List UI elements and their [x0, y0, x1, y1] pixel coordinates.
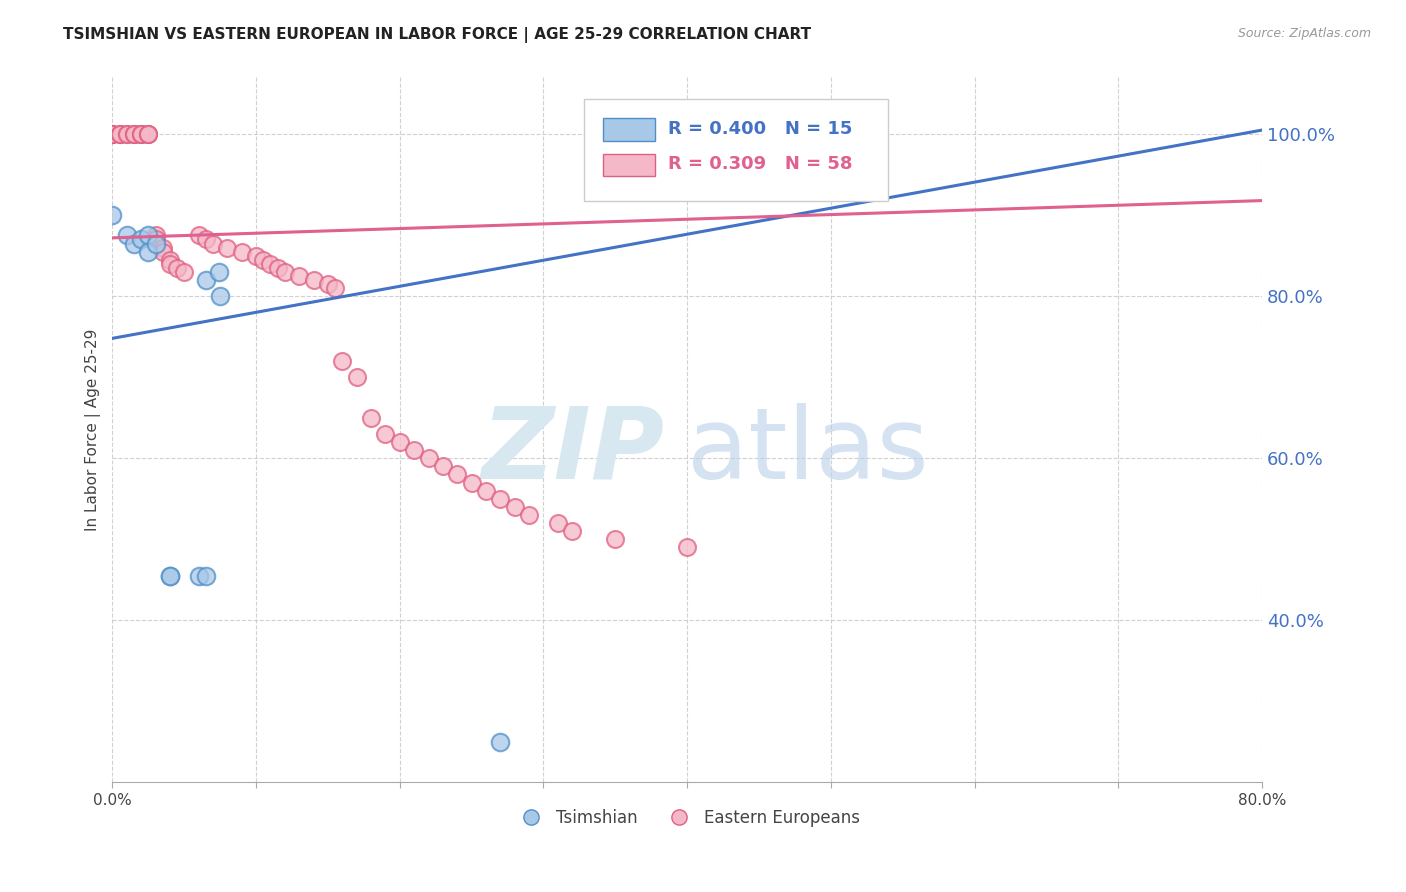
- Point: [489, 735, 512, 749]
- Point: [201, 236, 224, 251]
- Point: [475, 483, 498, 498]
- Point: [209, 289, 232, 303]
- Point: [152, 244, 174, 259]
- Point: [605, 533, 627, 547]
- Point: [547, 516, 569, 530]
- Point: [108, 127, 131, 141]
- Point: [129, 127, 152, 141]
- Point: [503, 500, 526, 514]
- Text: ZIP: ZIP: [481, 402, 664, 500]
- Point: [115, 127, 138, 141]
- Point: [159, 257, 181, 271]
- Point: [208, 265, 231, 279]
- Point: [159, 568, 181, 582]
- Point: [136, 127, 159, 141]
- Point: [129, 127, 152, 141]
- Point: [101, 127, 124, 141]
- Point: [129, 127, 152, 141]
- Point: [517, 508, 540, 522]
- Point: [274, 265, 297, 279]
- Point: [418, 451, 440, 466]
- Point: [129, 232, 152, 246]
- Point: [374, 426, 396, 441]
- Bar: [603, 119, 655, 141]
- Point: [136, 127, 159, 141]
- Point: [122, 236, 145, 251]
- Point: [152, 241, 174, 255]
- Point: [302, 273, 325, 287]
- Y-axis label: In Labor Force | Age 25-29: In Labor Force | Age 25-29: [86, 329, 101, 531]
- Point: [145, 236, 167, 251]
- Point: [101, 208, 124, 222]
- Point: [159, 568, 181, 582]
- Point: [360, 410, 382, 425]
- Point: [404, 443, 426, 458]
- Point: [173, 265, 195, 279]
- Point: [266, 260, 288, 275]
- Point: [446, 467, 468, 482]
- Point: [187, 228, 209, 243]
- Point: [252, 252, 274, 267]
- Point: [122, 127, 145, 141]
- Point: [159, 252, 181, 267]
- Point: [101, 127, 124, 141]
- Point: [194, 232, 217, 246]
- Point: [245, 249, 267, 263]
- Legend: Tsimshian, Eastern Europeans: Tsimshian, Eastern Europeans: [508, 803, 868, 834]
- Point: [288, 268, 311, 283]
- Point: [145, 232, 167, 246]
- Point: [115, 127, 138, 141]
- Text: R = 0.400   N = 15: R = 0.400 N = 15: [668, 120, 852, 138]
- Point: [108, 127, 131, 141]
- Point: [346, 370, 368, 384]
- Point: [194, 568, 217, 582]
- Point: [145, 228, 167, 243]
- Text: Source: ZipAtlas.com: Source: ZipAtlas.com: [1237, 27, 1371, 40]
- Text: R = 0.309   N = 58: R = 0.309 N = 58: [668, 155, 852, 173]
- Point: [136, 244, 159, 259]
- Point: [101, 127, 124, 141]
- Text: TSIMSHIAN VS EASTERN EUROPEAN IN LABOR FORCE | AGE 25-29 CORRELATION CHART: TSIMSHIAN VS EASTERN EUROPEAN IN LABOR F…: [63, 27, 811, 43]
- Point: [432, 459, 454, 474]
- Bar: [603, 153, 655, 176]
- Point: [115, 228, 138, 243]
- Point: [108, 127, 131, 141]
- Point: [388, 435, 411, 450]
- Point: [489, 491, 512, 506]
- Point: [136, 228, 159, 243]
- Point: [231, 244, 253, 259]
- Point: [166, 260, 188, 275]
- Point: [561, 524, 583, 538]
- Point: [217, 241, 239, 255]
- Point: [676, 541, 699, 555]
- Point: [460, 475, 482, 490]
- Point: [122, 127, 145, 141]
- Point: [259, 257, 281, 271]
- Point: [187, 568, 209, 582]
- Point: [316, 277, 339, 291]
- Text: atlas: atlas: [688, 402, 929, 500]
- Point: [101, 127, 124, 141]
- FancyBboxPatch shape: [583, 99, 889, 201]
- Point: [323, 281, 346, 295]
- Point: [194, 273, 217, 287]
- Point: [330, 354, 353, 368]
- Point: [136, 127, 159, 141]
- Point: [122, 127, 145, 141]
